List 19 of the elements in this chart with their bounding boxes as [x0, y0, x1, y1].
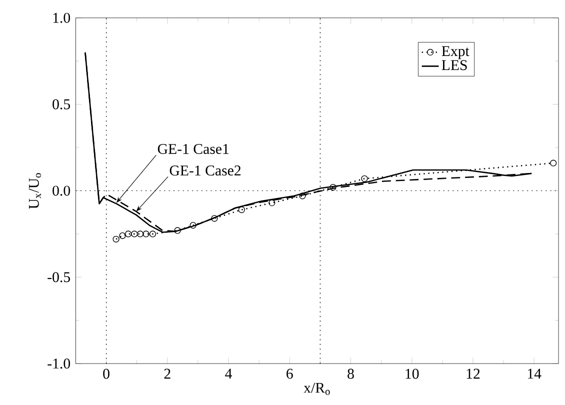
annotation: GE-1 Case1: [158, 144, 229, 154]
annotation: GE-1 Case2: [170, 165, 241, 176]
x-tick-label: 12: [466, 368, 480, 378]
x-tick-label: 2: [164, 368, 170, 378]
x-axis-title: x/R$_{o}$: [304, 382, 330, 395]
y-axis-title: U$_{x}$/U$_{o}$: [28, 173, 41, 209]
x-tick-label: 6: [286, 368, 293, 379]
x-tick-label: 0: [103, 368, 110, 379]
x-tick-label: 8: [348, 368, 354, 379]
legend-label: LES: [442, 60, 467, 70]
legend-label: Expt: [442, 46, 470, 59]
y-tick-label: 0.5: [52, 99, 70, 110]
y-tick-label: 0.0: [52, 186, 70, 196]
x-tick-label: 10: [406, 368, 419, 379]
x-tick-label: 14: [528, 368, 542, 378]
y-tick-label: -0.5: [48, 272, 70, 282]
y-tick-label: 1.0: [53, 12, 70, 23]
x-tick-label: 4: [225, 368, 232, 378]
y-tick-label: -1.0: [48, 358, 70, 368]
